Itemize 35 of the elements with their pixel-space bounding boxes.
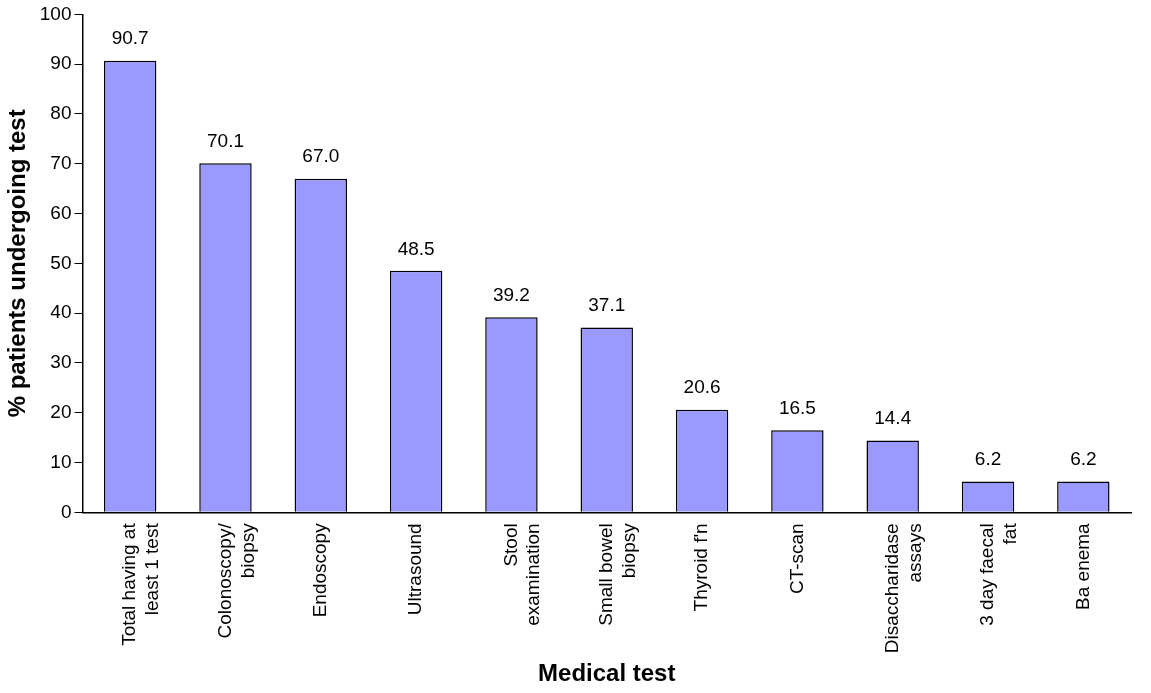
- data-label: 37.1: [588, 294, 626, 316]
- x-tick-label: 3 day faecal fat: [976, 522, 1021, 626]
- x-tick-label: Endoscopy: [309, 522, 331, 618]
- x-tick-label: Colonoscopy/ biopsy: [213, 522, 258, 639]
- y-tick-label: 30: [50, 351, 72, 373]
- x-tick-label: Thyroid f'n: [690, 523, 712, 612]
- x-tick-label: Total having at least 1 test: [118, 522, 163, 646]
- y-tick-label: 60: [50, 201, 72, 223]
- data-label: 67.0: [302, 145, 340, 167]
- data-label: 48.5: [397, 237, 435, 259]
- y-tick-label: 50: [50, 251, 72, 273]
- x-tick-label: Small bowel biopsy: [594, 522, 639, 626]
- y-tick-label: 0: [60, 500, 72, 522]
- y-tick-label: 20: [50, 400, 72, 422]
- data-label: 90.7: [111, 27, 149, 49]
- data-label: 14.4: [874, 407, 912, 429]
- y-tick-label: 10: [50, 450, 72, 472]
- data-label: 20.6: [683, 376, 721, 398]
- x-tick-label: Ultrasound: [404, 523, 426, 616]
- x-tick-label: Stool examination: [499, 523, 544, 626]
- x-axis-title: Medical test: [538, 659, 676, 687]
- y-tick-label: 100: [39, 2, 72, 24]
- x-tick-label: Ba enema: [1071, 522, 1093, 610]
- data-label: 6.2: [974, 448, 1002, 470]
- y-axis-title: % patients undergoing test: [3, 109, 31, 418]
- y-tick-label: 90: [50, 52, 72, 74]
- data-label: 39.2: [492, 283, 530, 305]
- y-tick-label: 70: [50, 152, 72, 174]
- x-tick-label: Disaccharidase assays: [880, 523, 925, 654]
- data-label: 16.5: [778, 396, 816, 418]
- y-tick-label: 40: [50, 301, 72, 323]
- y-tick-label: 80: [50, 102, 72, 124]
- data-label: 70.1: [206, 130, 244, 152]
- data-label: 6.2: [1070, 448, 1097, 470]
- x-tick-label: CT-scan: [785, 523, 807, 595]
